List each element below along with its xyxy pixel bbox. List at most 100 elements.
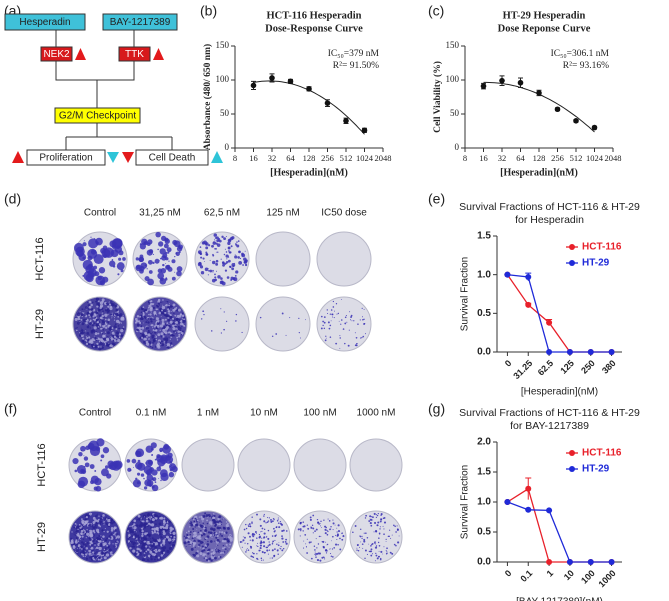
colony	[147, 329, 150, 332]
colony	[106, 336, 109, 338]
colony	[185, 546, 187, 547]
colony	[361, 537, 363, 540]
colony	[148, 270, 153, 274]
colony	[152, 342, 154, 344]
colony	[163, 443, 170, 450]
colony	[200, 534, 203, 537]
colony	[160, 335, 163, 338]
colony	[158, 304, 160, 306]
colony	[237, 240, 240, 242]
colony	[196, 554, 200, 558]
colony	[197, 535, 201, 539]
colony	[82, 242, 87, 247]
colony	[94, 519, 98, 522]
colony	[363, 538, 366, 541]
plate	[349, 510, 403, 564]
colony	[106, 516, 107, 518]
colony	[136, 327, 139, 330]
colony	[99, 301, 104, 305]
colony	[194, 526, 196, 528]
colony	[278, 526, 281, 529]
colony	[279, 520, 282, 523]
colony	[207, 552, 210, 555]
colony	[276, 526, 278, 528]
colony	[214, 556, 217, 560]
colony	[165, 300, 167, 302]
colony	[154, 546, 158, 550]
colony	[314, 530, 316, 532]
colony	[223, 253, 226, 256]
colony	[95, 241, 97, 243]
colony	[297, 528, 300, 531]
colony	[375, 514, 377, 516]
colony	[152, 538, 157, 542]
colony	[359, 546, 361, 548]
colony	[89, 549, 91, 551]
colony	[92, 315, 95, 318]
colony	[146, 474, 154, 481]
colony	[141, 336, 144, 339]
colony	[328, 327, 331, 330]
colony	[227, 246, 231, 250]
colony	[76, 552, 78, 554]
colony	[88, 268, 97, 278]
colony	[80, 331, 84, 335]
y-tick-label: 1.0	[477, 497, 491, 508]
colony	[90, 303, 92, 305]
colony	[151, 477, 154, 481]
colony	[93, 322, 96, 325]
colony	[142, 322, 144, 324]
colony	[93, 555, 97, 559]
colony	[100, 325, 102, 327]
colony	[164, 528, 167, 531]
colony	[315, 552, 319, 556]
colony	[237, 256, 240, 259]
colony	[85, 557, 89, 560]
x-tick-label: 512	[570, 153, 583, 163]
colony	[142, 523, 146, 527]
colony	[213, 513, 215, 515]
colony	[77, 540, 80, 542]
colony	[368, 543, 370, 545]
colony	[277, 519, 279, 521]
colony	[356, 549, 358, 551]
colony	[235, 313, 238, 316]
colony	[114, 312, 118, 316]
colony	[110, 529, 114, 532]
colony	[159, 318, 162, 320]
colony	[205, 253, 209, 256]
colony	[247, 524, 249, 526]
colony	[141, 532, 144, 535]
colony	[78, 311, 80, 313]
colony	[114, 529, 117, 531]
colony	[209, 269, 213, 273]
colony	[190, 523, 194, 527]
colony	[168, 547, 172, 551]
colony	[102, 324, 104, 327]
colony	[383, 528, 385, 530]
colony	[173, 334, 175, 337]
colony	[145, 519, 149, 523]
colony	[101, 515, 102, 517]
colony	[322, 320, 324, 323]
colony	[201, 517, 205, 521]
colony	[158, 241, 164, 247]
colony	[150, 516, 153, 519]
row-label: HCT-116	[36, 443, 48, 486]
colony	[86, 552, 88, 554]
colony	[185, 536, 188, 540]
x-tick-label: 64	[286, 153, 295, 163]
colony	[96, 515, 98, 517]
colony	[266, 535, 268, 537]
colony	[369, 522, 372, 525]
colony	[147, 518, 151, 521]
colony	[156, 324, 160, 328]
colony	[389, 529, 391, 531]
colony	[136, 539, 138, 541]
colony	[100, 551, 104, 555]
data-point	[554, 106, 561, 113]
plate	[132, 231, 188, 287]
colony	[85, 342, 89, 346]
colony	[157, 319, 160, 322]
colony	[279, 548, 282, 550]
